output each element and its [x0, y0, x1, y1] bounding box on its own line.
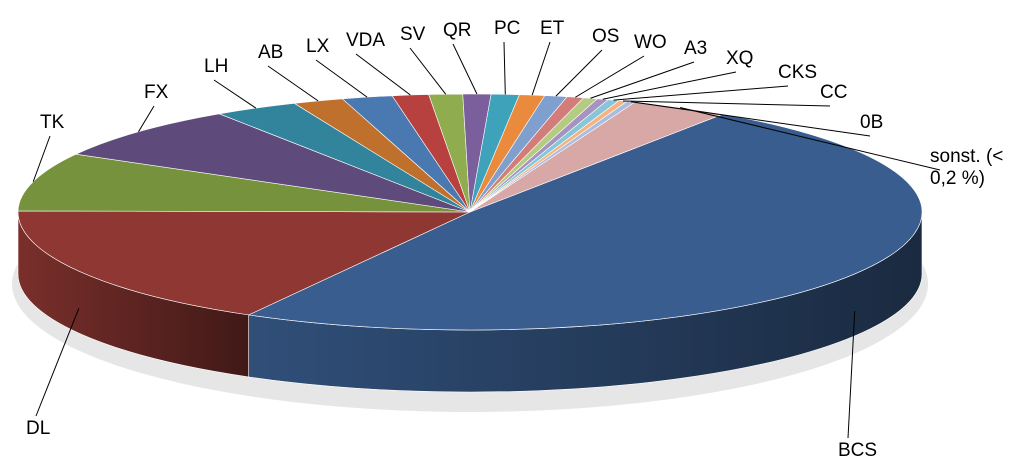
- leader-line: [531, 41, 551, 96]
- leader-line: [613, 85, 789, 101]
- leader-line: [35, 308, 80, 417]
- leader-line: [622, 100, 831, 107]
- leader-line: [213, 79, 257, 109]
- slice-label: CC: [820, 82, 848, 103]
- slice: [17, 210, 471, 378]
- slice-label: A3: [684, 38, 708, 59]
- leader-line: [602, 71, 737, 100]
- slice-label: 0B: [860, 112, 884, 133]
- leader-line: [32, 135, 51, 182]
- leader-line: [575, 55, 645, 98]
- slice-label: sonst. (< 0,2 %): [930, 146, 1004, 189]
- slice-label: OS: [592, 26, 620, 47]
- slice-label: DL: [26, 418, 51, 439]
- leader-line: [355, 53, 411, 96]
- slice-top: [247, 113, 923, 331]
- slice-label: FX: [144, 82, 169, 103]
- slice-label: XQ: [726, 48, 754, 69]
- slice-label: CKS: [778, 62, 818, 83]
- leader-line: [409, 47, 447, 95]
- slice-label: LH: [204, 56, 229, 77]
- slice-label: QR: [443, 20, 472, 41]
- leader-line: [847, 311, 856, 439]
- leader-line: [679, 107, 941, 171]
- slice-label: SV: [400, 24, 426, 45]
- slice-label: ET: [540, 18, 565, 39]
- slice-top: [17, 210, 471, 316]
- slice-label: PC: [494, 18, 521, 39]
- leader-line: [630, 101, 871, 137]
- slice-label: TK: [40, 112, 65, 133]
- leader-line: [138, 105, 155, 133]
- slice-label: VDA: [346, 30, 386, 51]
- slice-label: WO: [634, 32, 667, 53]
- slice-label: AB: [258, 42, 284, 63]
- leader-line: [503, 41, 506, 95]
- leader-line: [452, 43, 478, 95]
- slice: [247, 113, 923, 393]
- leader-line: [315, 59, 368, 98]
- leader-line: [267, 65, 319, 102]
- leader-line: [555, 49, 603, 97]
- leader-line: [590, 61, 695, 99]
- slice-label: BCS: [838, 440, 878, 461]
- slice-label: LX: [306, 36, 330, 57]
